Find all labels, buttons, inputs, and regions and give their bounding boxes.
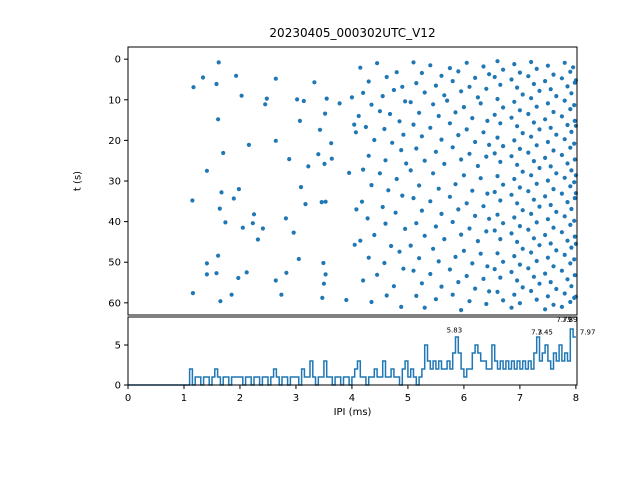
histogram-axes-frame xyxy=(127,316,578,386)
scatter-y-ticks: 0 10 20 30 40 50 60 xyxy=(108,55,128,309)
svg-text:7: 7 xyxy=(517,393,523,404)
svg-text:3: 3 xyxy=(293,393,299,404)
svg-text:0: 0 xyxy=(125,393,131,404)
svg-text:7.79: 7.79 xyxy=(556,316,572,324)
svg-text:30: 30 xyxy=(108,177,121,188)
histogram-y-ticks: 05 xyxy=(115,341,128,392)
svg-text:7.89: 7.89 xyxy=(562,316,578,324)
scatter-points xyxy=(190,59,579,313)
svg-text:5: 5 xyxy=(405,393,411,404)
svg-text:7.45: 7.45 xyxy=(537,329,553,337)
svg-text:1: 1 xyxy=(181,393,187,404)
x-axis-label: IPI (ms) xyxy=(333,407,372,418)
svg-text:50: 50 xyxy=(108,258,121,269)
svg-text:8: 8 xyxy=(573,393,579,404)
histogram-x-ticks: 0 1 2 3 4 5 6 7 8 xyxy=(125,385,579,404)
svg-text:6: 6 xyxy=(461,393,467,404)
svg-text:5.83: 5.83 xyxy=(447,326,463,334)
svg-text:40: 40 xyxy=(108,217,121,228)
svg-text:10: 10 xyxy=(108,95,121,106)
svg-text:7.97: 7.97 xyxy=(580,329,596,337)
svg-text:60: 60 xyxy=(108,298,121,309)
svg-text:5: 5 xyxy=(115,341,121,352)
svg-text:7.3: 7.3 xyxy=(531,329,542,337)
svg-text:20: 20 xyxy=(108,136,121,147)
svg-text:2: 2 xyxy=(237,393,243,404)
svg-text:0: 0 xyxy=(115,381,121,392)
svg-text:4: 4 xyxy=(349,393,355,404)
histogram-line xyxy=(128,328,576,386)
chart-title: 20230405_000302UTC_V12 xyxy=(269,26,436,40)
svg-text:0: 0 xyxy=(115,55,121,66)
peak-annotations: 5.83 7.37.457.797.897.97 xyxy=(447,316,596,337)
